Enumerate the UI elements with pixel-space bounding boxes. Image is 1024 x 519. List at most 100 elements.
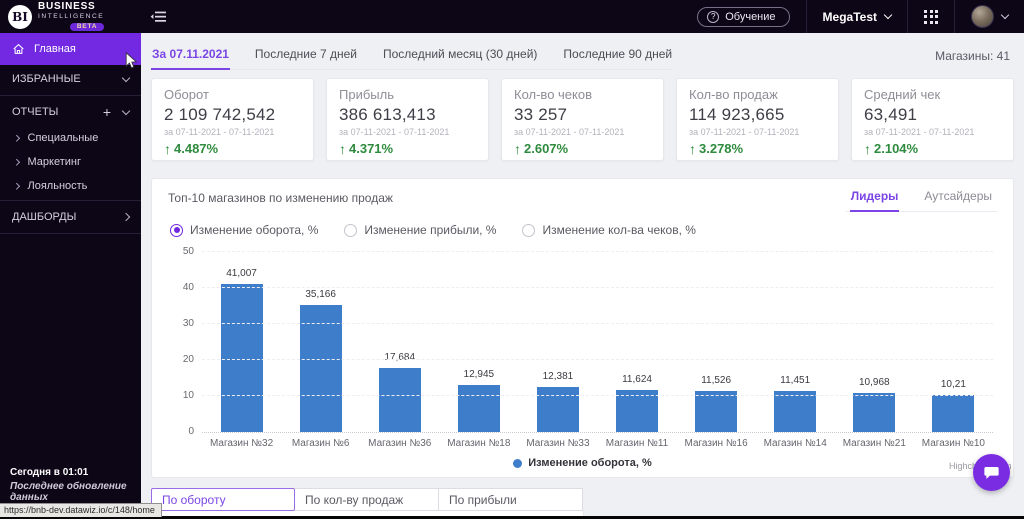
bar-value-label: 11,451	[780, 375, 810, 386]
kpi-delta: ↑2.607%	[514, 141, 651, 157]
bottom-tab-1[interactable]: По кол-ву продаж	[295, 488, 439, 511]
bar-column-6: 11,526	[677, 253, 756, 432]
tab-period-90days[interactable]: Последние 90 дней	[562, 41, 673, 69]
kpi-delta: ↑4.371%	[339, 141, 476, 157]
x-axis-label: Магазин №11	[597, 438, 676, 449]
user-avatar	[971, 5, 994, 28]
radio-unselected-icon	[522, 224, 535, 237]
bar-1[interactable]	[300, 305, 342, 432]
logo-line2: INTELLIGENCE	[38, 14, 104, 21]
menu-toggle-button[interactable]	[150, 9, 167, 24]
chat-button[interactable]	[973, 454, 1010, 491]
kpi-value: 114 923,665	[689, 105, 826, 125]
sidebar-item-loyalty[interactable]: Лояльность	[0, 174, 141, 198]
bar-value-label: 41,007	[226, 268, 257, 279]
tab-period-7days[interactable]: Последние 7 дней	[254, 41, 358, 69]
bar-2[interactable]	[379, 368, 421, 432]
main-content: За 07.11.2021 Последние 7 дней Последний…	[141, 33, 1024, 519]
radio-option-1[interactable]: Изменение прибыли, %	[344, 223, 496, 237]
chevron-down-icon	[884, 11, 892, 19]
up-arrow-icon: ↑	[689, 141, 696, 157]
sidebar-item-home[interactable]: Главная	[0, 33, 141, 65]
gridline	[202, 251, 993, 252]
bar-value-label: 17,684	[384, 352, 415, 363]
tab-outsiders[interactable]: Аутсайдеры	[923, 189, 993, 211]
bar-column-1: 35,166	[281, 253, 360, 432]
menu-fold-icon	[150, 9, 167, 24]
bottom-tab-0[interactable]: По обороту	[151, 488, 295, 511]
y-axis-label: 30	[168, 318, 194, 329]
chevron-down-icon	[1001, 11, 1009, 19]
training-button[interactable]: ? Обучение	[697, 7, 789, 27]
app-logo[interactable]: BI BUSINESS INTELLIGENCE BETA	[0, 0, 141, 33]
bar-value-label: 10,968	[859, 377, 890, 388]
sidebar-item-favorites[interactable]: ИЗБРАННЫЕ	[0, 65, 141, 93]
bar-9[interactable]	[932, 395, 974, 432]
bar-8[interactable]	[853, 393, 895, 432]
sidebar-item-label: Маркетинг	[28, 156, 81, 168]
divider	[0, 95, 141, 96]
kpi-delta-value: 3.278%	[699, 141, 743, 157]
bar-7[interactable]	[774, 391, 816, 432]
chart-panel: Топ-10 магазинов по изменению продаж Лид…	[151, 178, 1014, 478]
x-axis-label: Магазин №6	[281, 438, 360, 449]
chevron-down-icon	[122, 106, 130, 114]
radio-option-2[interactable]: Изменение кол-ва чеков, %	[522, 223, 695, 237]
apps-grid-icon[interactable]	[924, 10, 938, 24]
bar-column-8: 10,968	[835, 253, 914, 432]
sidebar-item-marketing[interactable]: Маркетинг	[0, 150, 141, 174]
status-url-tooltip: https://bnb-dev.datawiz.io/c/148/home	[0, 503, 162, 517]
y-axis-label: 40	[168, 282, 194, 293]
user-menu[interactable]	[971, 5, 1008, 28]
bar-column-0: 41,007	[202, 253, 281, 432]
sidebar-item-special-reports[interactable]: Специальные	[0, 126, 141, 150]
x-axis-label: Магазин №14	[756, 438, 835, 449]
radio-selected-icon	[170, 224, 183, 237]
x-axis-labels: Магазин №32Магазин №6Магазин №36Магазин …	[202, 438, 993, 449]
chevron-right-icon	[122, 213, 130, 221]
kpi-card-0: Оборот2 109 742,542за 07-11-2021 - 07-11…	[151, 78, 314, 161]
topbar: ? Обучение MegaTest	[0, 0, 1024, 33]
last-update-label: Последнее обновление данных	[10, 481, 131, 503]
tab-leaders[interactable]: Лидеры	[850, 189, 900, 212]
bottom-tab-2[interactable]: По прибыли	[439, 488, 583, 511]
sidebar-item-label: ИЗБРАННЫЕ	[12, 73, 81, 85]
bar-3[interactable]	[458, 385, 500, 432]
radio-option-0[interactable]: Изменение оборота, %	[170, 223, 318, 237]
x-axis-label: Магазин №33	[518, 438, 597, 449]
gridline	[202, 395, 993, 396]
up-arrow-icon: ↑	[864, 141, 871, 157]
divider	[0, 200, 141, 201]
org-switcher[interactable]: MegaTest	[823, 10, 891, 24]
bar-value-label: 10,21	[941, 379, 966, 390]
bottom-tabs: По оборотуПо кол-ву продажПо прибыли	[151, 488, 1014, 511]
kpi-period: за 07-11-2021 - 07-11-2021	[339, 127, 476, 138]
x-axis-label: Магазин №10	[914, 438, 993, 449]
divider	[0, 233, 141, 234]
bar-value-label: 11,526	[701, 375, 731, 386]
kpi-card-2: Кол-во чеков33 257за 07-11-2021 - 07-11-…	[501, 78, 664, 161]
chevron-right-icon	[13, 183, 19, 189]
x-axis-label: Магазин №16	[677, 438, 756, 449]
kpi-card-1: Прибыль386 613,413за 07-11-2021 - 07-11-…	[326, 78, 489, 161]
gridline	[202, 323, 993, 324]
bar-chart-plot: 41,00735,16617,68412,94512,38111,62411,5…	[202, 253, 993, 433]
bar-6[interactable]	[695, 391, 737, 432]
chart-legend[interactable]: Изменение оборота, %	[168, 457, 997, 469]
home-icon	[12, 43, 25, 55]
sidebar-section-reports[interactable]: ОТЧЕТЫ +	[0, 98, 141, 126]
kpi-delta: ↑4.487%	[164, 141, 301, 157]
bar-value-label: 35,166	[305, 289, 336, 300]
add-report-icon[interactable]: +	[103, 105, 111, 119]
topbar-actions: ? Обучение MegaTest	[681, 0, 1024, 33]
tab-period-30days[interactable]: Последний месяц (30 дней)	[382, 41, 538, 69]
logo-line1: BUSINESS	[38, 2, 104, 12]
bar-column-5: 11,624	[597, 253, 676, 432]
tab-period-today[interactable]: За 07.11.2021	[151, 41, 230, 70]
sidebar-item-dashboards[interactable]: ДАШБОРДЫ	[0, 203, 141, 231]
app-screen: ? Обучение MegaTest	[0, 0, 1024, 519]
bar-5[interactable]	[616, 390, 658, 432]
x-axis-label: Магазин №21	[835, 438, 914, 449]
radio-label: Изменение прибыли, %	[364, 223, 496, 237]
up-arrow-icon: ↑	[164, 141, 171, 157]
